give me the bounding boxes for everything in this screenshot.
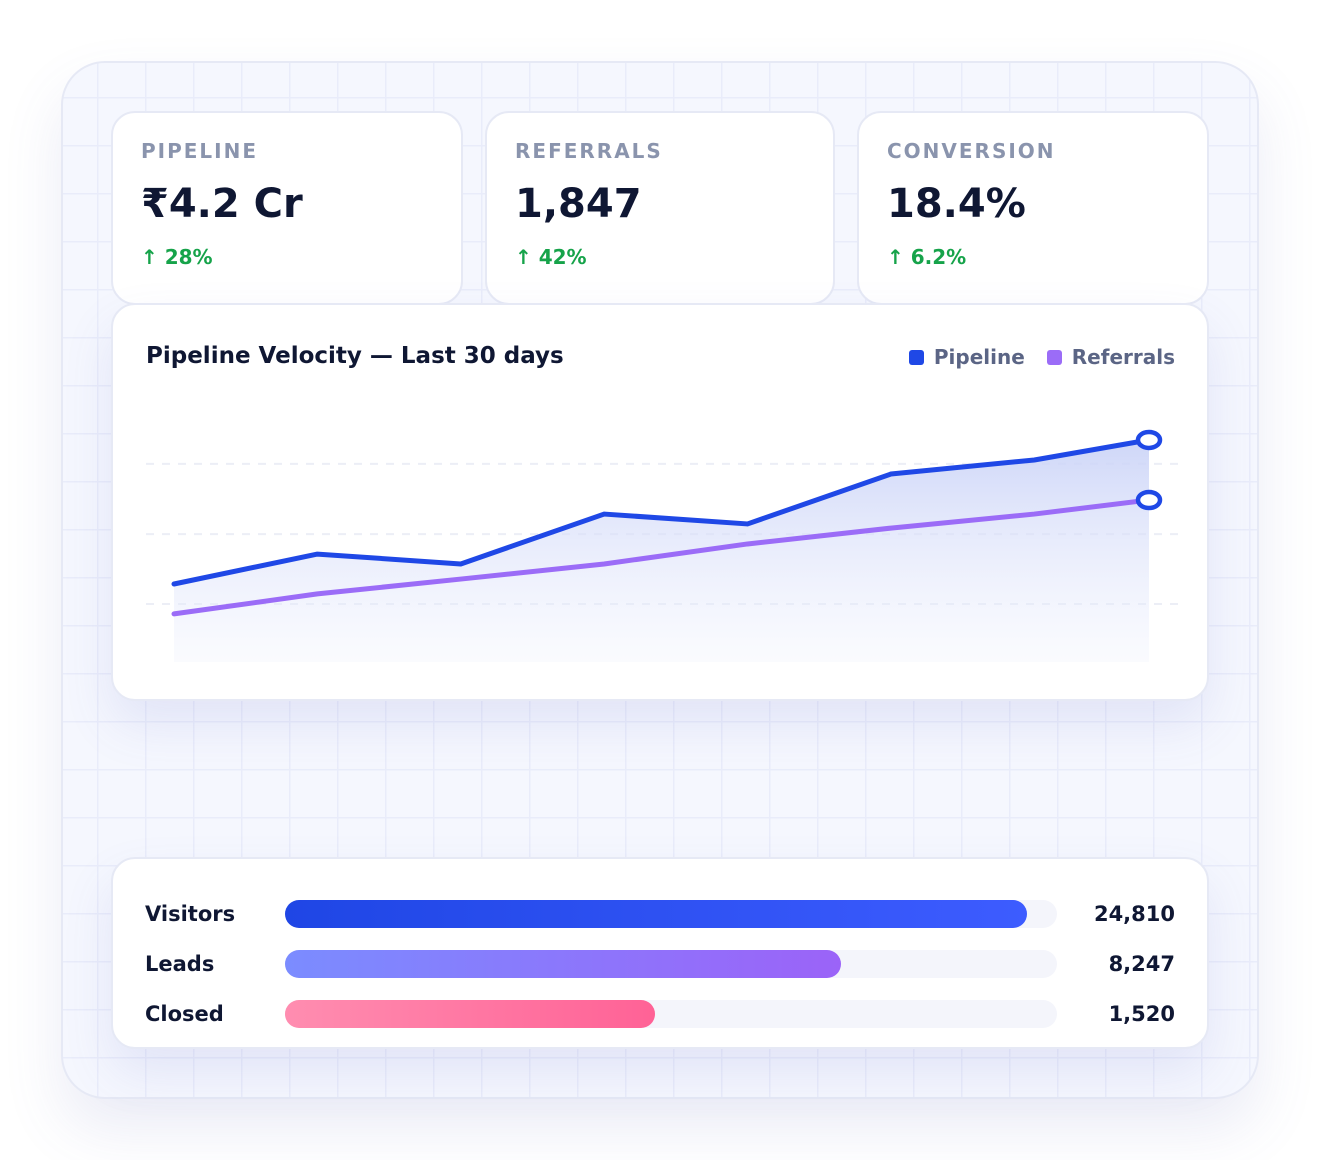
progress-track bbox=[285, 950, 1057, 978]
legend-swatch bbox=[908, 350, 924, 365]
area-pipeline bbox=[174, 439, 1149, 662]
funnel-card: Visitors 24,810 Leads 8,247 Closed 1,520 bbox=[111, 857, 1209, 1049]
funnel-value: 8,247 bbox=[1108, 952, 1175, 976]
kpi-delta: ↑ 6.2% bbox=[887, 245, 967, 269]
legend-item-pipeline[interactable]: Pipeline bbox=[908, 345, 1025, 369]
kpi-card-referrals: REFERRALS 1,847 ↑ 42% bbox=[485, 111, 835, 305]
funnel-row-leads: Leads 8,247 bbox=[145, 939, 1175, 989]
progress-fill bbox=[285, 1000, 655, 1028]
kpi-value: ₹4.2 Cr bbox=[141, 181, 303, 227]
endpoint-marker-referrals bbox=[1135, 489, 1163, 511]
progress-track bbox=[285, 900, 1057, 928]
progress-fill bbox=[285, 950, 841, 978]
chart-legend: Pipeline Referrals bbox=[908, 345, 1175, 369]
kpi-card-pipeline: PIPELINE ₹4.2 Cr ↑ 28% bbox=[111, 111, 463, 305]
funnel-value: 24,810 bbox=[1093, 902, 1175, 926]
funnel-row-closed: Closed 1,520 bbox=[145, 989, 1175, 1039]
kpi-label: PIPELINE bbox=[141, 139, 259, 163]
kpi-delta: ↑ 28% bbox=[141, 245, 213, 269]
kpi-delta: ↑ 42% bbox=[515, 245, 587, 269]
chart-card: Pipeline Velocity — Last 30 days Pipelin… bbox=[111, 303, 1209, 701]
funnel-value: 1,520 bbox=[1108, 1002, 1175, 1026]
chart-title: Pipeline Velocity — Last 30 days bbox=[146, 343, 564, 369]
funnel-label: Leads bbox=[145, 952, 215, 976]
kpi-value: 18.4% bbox=[887, 181, 1026, 227]
kpi-label: REFERRALS bbox=[515, 139, 663, 163]
kpi-value: 1,847 bbox=[515, 181, 642, 227]
legend-label: Pipeline bbox=[933, 345, 1025, 369]
series-line-pipeline bbox=[171, 437, 1152, 587]
funnel-label: Closed bbox=[145, 1002, 224, 1026]
progress-track bbox=[285, 1000, 1057, 1028]
series-line-referrals bbox=[171, 497, 1152, 617]
line-chart bbox=[146, 429, 1178, 662]
legend-swatch bbox=[1046, 350, 1062, 365]
legend-item-referrals[interactable]: Referrals bbox=[1046, 345, 1175, 369]
endpoint-marker-pipeline bbox=[1135, 429, 1163, 451]
funnel-label: Visitors bbox=[145, 902, 236, 926]
kpi-label: CONVERSION bbox=[887, 139, 1056, 163]
kpi-card-conversion: CONVERSION 18.4% ↑ 6.2% bbox=[857, 111, 1209, 305]
legend-label: Referrals bbox=[1071, 345, 1175, 369]
progress-fill bbox=[285, 900, 1027, 928]
funnel-row-visitors: Visitors 24,810 bbox=[145, 889, 1175, 939]
